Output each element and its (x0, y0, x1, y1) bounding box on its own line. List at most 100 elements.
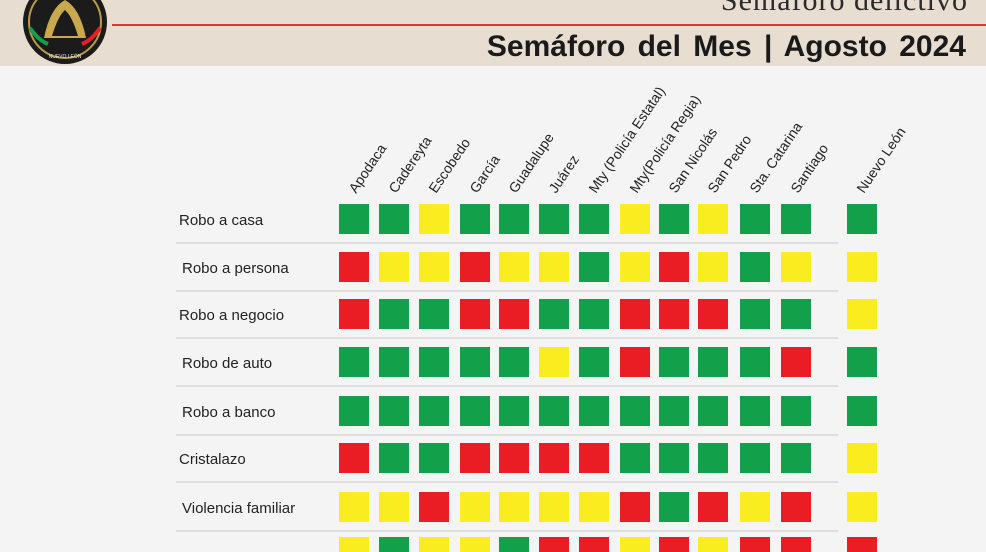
heatmap-cell (659, 204, 689, 234)
heatmap-cell (460, 347, 490, 377)
heatmap-cell (659, 252, 689, 282)
heatmap-cell (659, 492, 689, 522)
heatmap-cell (339, 537, 369, 552)
heatmap-cell (740, 299, 770, 329)
heatmap-cell (539, 204, 569, 234)
heatmap-cell (620, 443, 650, 473)
heatmap-cell (419, 492, 449, 522)
heatmap-cell (698, 347, 728, 377)
column-label: Mty (Policía Estatal) (585, 84, 668, 196)
heatmap-cell (620, 252, 650, 282)
heatmap-cell (460, 252, 490, 282)
heatmap-cell (698, 396, 728, 426)
row-label: Cristalazo (179, 451, 246, 468)
heatmap-cell (781, 347, 811, 377)
heatmap-cell (579, 443, 609, 473)
heatmap-cell (460, 204, 490, 234)
row-label: Robo a persona (182, 260, 289, 277)
police-shield-logo-icon: NUEVO LEÓN (23, 0, 107, 64)
heatmap-cell (620, 396, 650, 426)
column-label: Nuevo León (853, 124, 908, 196)
heatmap-cell (620, 347, 650, 377)
heatmap-cell (781, 443, 811, 473)
heatmap-cell (499, 396, 529, 426)
heatmap-cell (698, 537, 728, 552)
heatmap-cell (539, 537, 569, 552)
heatmap-cell (740, 347, 770, 377)
heatmap-cell (539, 252, 569, 282)
heatmap-cell (379, 347, 409, 377)
heatmap-cell (419, 252, 449, 282)
heatmap-cell (781, 299, 811, 329)
row-label: Robo a banco (182, 404, 275, 421)
heatmap-cell (419, 537, 449, 552)
column-label: Juárez (545, 152, 582, 196)
heatmap-cell (379, 396, 409, 426)
heatmap-cell (740, 204, 770, 234)
column-label: García (466, 152, 503, 196)
heatmap-cell (781, 204, 811, 234)
heatmap-cell (847, 347, 877, 377)
heatmap-cell (379, 204, 409, 234)
title-divider (112, 24, 986, 26)
heatmap-cell (579, 252, 609, 282)
heatmap-cell (499, 204, 529, 234)
heatmap-cell (339, 492, 369, 522)
heatmap-cell (847, 204, 877, 234)
heatmap-cell (499, 443, 529, 473)
page-title: Semáforo del Mes | Agosto 2024 (486, 30, 966, 63)
heatmap-cell (339, 347, 369, 377)
heatmap-cell (620, 537, 650, 552)
heatmap-cell (620, 492, 650, 522)
heatmap-cell (339, 204, 369, 234)
logo-text: NUEVO LEÓN (49, 53, 82, 60)
heatmap-cell (781, 396, 811, 426)
heatmap-cell (847, 252, 877, 282)
heatmap-cell (659, 347, 689, 377)
heatmap-cell (539, 396, 569, 426)
heatmap-cell (740, 396, 770, 426)
heatmap-cell (698, 204, 728, 234)
heatmap-cell (379, 252, 409, 282)
heatmap-cell (659, 537, 689, 552)
heatmap-cell (579, 492, 609, 522)
heatmap-cell (740, 537, 770, 552)
heatmap-cell (419, 299, 449, 329)
heatmap-cell (579, 299, 609, 329)
heatmap-cell (579, 537, 609, 552)
heatmap-cell (781, 492, 811, 522)
heatmap-cell (339, 396, 369, 426)
heatmap-cell (781, 537, 811, 552)
row-label: Robo de auto (182, 355, 272, 372)
heatmap-cell (579, 204, 609, 234)
heatmap-cell (740, 492, 770, 522)
heatmap-cell (499, 347, 529, 377)
heatmap-cell (460, 537, 490, 552)
heatmap-cell (460, 396, 490, 426)
heatmap-cell (659, 443, 689, 473)
heatmap-cell (698, 443, 728, 473)
heatmap-cell (539, 299, 569, 329)
heatmap-cell (379, 299, 409, 329)
heatmap-cell (499, 252, 529, 282)
heatmap-cell (620, 204, 650, 234)
header-banner: NUEVO LEÓN Semáforo delictivo Semáforo d… (0, 0, 986, 66)
heatmap-cell (847, 443, 877, 473)
heatmap-cell (419, 443, 449, 473)
heatmap-cell (419, 204, 449, 234)
heatmap-cell (659, 299, 689, 329)
heatmap-cell (847, 492, 877, 522)
heatmap-cell (460, 443, 490, 473)
heatmap-cell (539, 347, 569, 377)
heatmap-cell (847, 299, 877, 329)
column-label: Apodaca (345, 141, 389, 196)
heatmap-cell (419, 347, 449, 377)
heatmap-cell (579, 396, 609, 426)
heatmap-cell (698, 252, 728, 282)
heatmap-cell (379, 492, 409, 522)
heatmap-cell (740, 252, 770, 282)
heatmap-cell (499, 492, 529, 522)
heatmap-cell (740, 443, 770, 473)
heatmap-cell (659, 396, 689, 426)
